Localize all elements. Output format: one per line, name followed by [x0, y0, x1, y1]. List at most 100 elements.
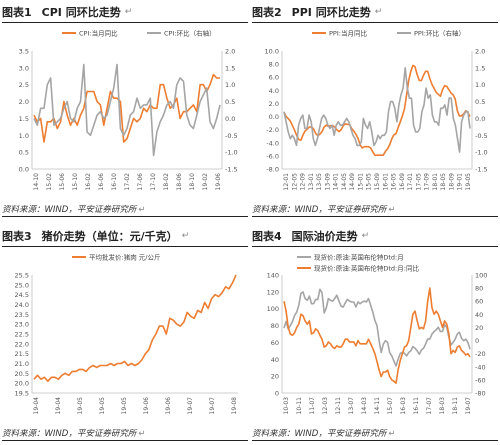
panel-cpi: 图表1 CPI 同环比走势 ↵ 0.0 0.5 1.0 1.5 2.0 2.5 3.0 3.5… — [2, 2, 248, 217]
y-tick-label: 0.0 — [269, 113, 279, 121]
y2-tick-label: 2.0 — [225, 48, 235, 56]
legend-label: PPI:当月同比 — [329, 29, 367, 38]
return-mark: ↵ — [138, 205, 146, 215]
source-note: 资料来源：WIND，平安证券研究所 ↵ — [2, 423, 248, 441]
y-tick-label: 0 — [275, 390, 279, 398]
y-tick-label: 2.0 — [269, 100, 279, 108]
y2-tick-label: 1.0 — [225, 81, 235, 89]
x-tick-label: 17-06 — [137, 173, 144, 191]
panel-title: 图表1 CPI 同环比走势 ↵ — [2, 2, 248, 23]
y-tick-label: 0.5 — [19, 149, 29, 157]
x-tick-label: 18-09 — [448, 173, 455, 191]
y-tick-label: -8.0 — [266, 166, 279, 174]
x-tick-label: 14-10 — [33, 173, 40, 191]
source-text: 资料来源：WIND，平安证券研究所 — [252, 429, 387, 439]
y-tick-label: 1.0 — [19, 132, 29, 140]
x-tick-label: 16-09 — [399, 173, 406, 191]
y-tick-label: 3.0 — [19, 64, 29, 72]
y-tick-label: 20.0 — [15, 380, 29, 388]
x-tick-label: 18-01 — [432, 173, 439, 191]
x-tick-label: 17-07 — [426, 397, 433, 415]
x-tick-label: 16-11 — [413, 397, 420, 415]
y-tick-label: -2.0 — [266, 126, 279, 134]
x-tick-label: 16-02 — [85, 173, 92, 191]
x-tick-label: 13-05 — [316, 173, 323, 191]
y-tick-label: 120 — [267, 288, 279, 296]
y2-tick-label: 1.5 — [225, 64, 235, 72]
x-tick-label: 17-10 — [150, 173, 157, 191]
return-mark: ↵ — [181, 231, 190, 241]
y-tick-label: 22.0 — [15, 340, 29, 348]
y2-tick-label: -40 — [475, 363, 486, 371]
x-tick-label: 14-09 — [349, 173, 356, 191]
source-text: 资料来源：WIND，平安证券研究所 — [252, 205, 387, 215]
x-tick-label: 14-01 — [333, 173, 340, 191]
y2-tick-label: -1.0 — [475, 149, 488, 157]
x-tick-label: 13-07 — [348, 397, 355, 415]
return-mark: ↵ — [388, 205, 396, 215]
y-tick-label: -4.0 — [266, 139, 279, 147]
x-tick-label: 16-06 — [98, 173, 105, 191]
series-line — [33, 73, 220, 143]
x-tick-label: 11-07 — [309, 397, 316, 415]
x-tick-label: 18-05 — [440, 173, 447, 191]
panel-oil: 图表4 国际油价走势 ↵ 0 20 40 60 80 100 120 140 -80 -60 -40… — [252, 226, 498, 441]
x-tick-label: 15-01 — [357, 173, 364, 191]
y-tick-label: 100 — [267, 305, 279, 313]
x-tick-label: 14-03 — [361, 397, 368, 415]
x-tick-label: 17-05 — [415, 173, 422, 191]
y2-tick-label: -1.5 — [225, 166, 238, 174]
x-tick-label: 18-10 — [189, 173, 196, 191]
y-tick-label: 23.0 — [15, 321, 29, 329]
x-tick-label: 19-05 — [121, 397, 128, 415]
return-mark: ↵ — [124, 7, 133, 17]
figure-number: 图表2 — [252, 6, 282, 19]
source-note: 资料来源：WIND，平安证券研究所 ↵ — [252, 423, 498, 441]
panel-title: 图表2 PPI 同环比走势 ↵ — [252, 2, 498, 23]
y-tick-label: 8.0 — [269, 61, 279, 69]
x-tick-label: 12-01 — [283, 173, 290, 191]
x-tick-label: 19-07 — [209, 397, 216, 415]
y-tick-label: 1.5 — [19, 115, 29, 123]
y-tick-label: 80 — [271, 322, 279, 330]
series-line — [283, 67, 471, 153]
series-line — [283, 287, 471, 384]
x-tick-label: 13-01 — [308, 173, 315, 191]
x-tick-label: 10-03 — [283, 397, 290, 415]
y2-tick-label: -1.5 — [475, 166, 488, 174]
legend-label: 平均批发价:猪肉 元/公斤 — [89, 253, 161, 262]
legend-label: 现货价:原油:英国布伦特Dtd:月 — [314, 253, 404, 262]
y-tick-label: 60 — [271, 339, 279, 347]
figure-title: 国际油价走势 — [291, 230, 358, 243]
x-tick-label: 12-11 — [335, 397, 342, 415]
y2-tick-label: 80 — [475, 285, 483, 293]
legend-label: 现货价:原油:英国布伦特Dtd:月:同比 — [314, 264, 419, 273]
source-text: 资料来源：WIND，平安证券研究所 — [2, 205, 137, 215]
pork-chart: 19.5 20.0 20.5 21.0 21.5 22.022.5 23.0 23.5 24.0… — [15, 253, 238, 415]
y-tick-label: 0.0 — [19, 166, 29, 174]
x-tick-label: 19-06 — [215, 173, 222, 191]
panel-ppi: 图表2 PPI 同环比走势 ↵ -8.0 -6.0 -4.0 -2.0 0.0 2.0 4.… — [252, 2, 498, 217]
series-line — [283, 288, 471, 367]
y-tick-label: 21.0 — [15, 360, 29, 368]
y2-tick-label: -80 — [475, 390, 486, 398]
y2-tick-label: 1.5 — [475, 64, 485, 72]
legend-label: PPI:环比（右轴） — [414, 29, 465, 38]
x-tick-label: 19-08 — [231, 397, 238, 415]
panel-title: 图表3 猪价走势（单位：元/千克） ↵ — [2, 226, 248, 247]
y-tick-label: 2.0 — [19, 98, 29, 106]
y-tick-label: 10.0 — [265, 48, 279, 56]
figure-title: 猪价走势（单位：元/千克） — [41, 230, 178, 243]
oil-chart: 0 20 40 60 80 100 120 140 -80 -60 -40 -20 0 20 40 60 80 1… — [267, 253, 488, 415]
y-tick-label: 20 — [271, 373, 279, 381]
panel-title: 图表4 国际油价走势 ↵ — [252, 226, 498, 247]
y-tick-label: -6.0 — [266, 152, 279, 160]
y-tick-label: 24.5 — [15, 291, 29, 299]
x-tick-label: 15-06 — [59, 173, 66, 191]
x-tick-label: 19-05 — [465, 173, 472, 191]
x-tick-label: 14-05 — [341, 173, 348, 191]
x-tick-label: 16-05 — [391, 173, 398, 191]
y2-tick-label: -60 — [475, 376, 486, 384]
return-mark: ↵ — [138, 429, 146, 439]
x-tick-label: 15-09 — [374, 173, 381, 191]
